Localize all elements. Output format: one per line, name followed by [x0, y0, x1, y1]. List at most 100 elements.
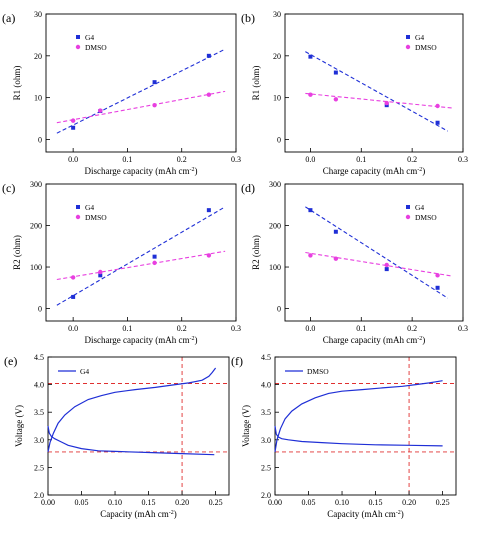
y-tick-label: 20 — [34, 52, 42, 61]
y-tick-label: 0 — [38, 305, 42, 314]
data-point-g4 — [71, 125, 76, 130]
data-point-g4 — [152, 80, 157, 85]
x-tick-label: 0.10 — [335, 498, 349, 507]
x-tick-label: 0.0 — [68, 324, 78, 333]
x-axis-label-text: Discharge capacity (mAh cm — [84, 166, 189, 176]
x-axis-label: Discharge capacity (mAh cm-2) — [84, 335, 197, 345]
plot-frame — [47, 356, 230, 496]
x-axis-label-superscript: -2 — [190, 167, 195, 173]
data-point-dmso — [70, 275, 76, 280]
plot-frame — [284, 183, 464, 322]
data-point-g4 — [308, 54, 313, 59]
y-tick-label: 100 — [269, 263, 281, 272]
x-axis-label-superscript: -2 — [190, 336, 195, 342]
x-axis-label-text: Discharge capacity (mAh cm — [84, 335, 189, 345]
x-tick-label: 0.10 — [108, 498, 122, 507]
x-axis-label: Charge capacity (mAh cm-2) — [323, 166, 426, 176]
x-axis-label-text: Capacity (mAh cm — [100, 509, 168, 519]
data-point-g4 — [152, 254, 157, 259]
data-point-dmso — [308, 253, 313, 258]
y-axis-label: R1 (ohm) — [12, 66, 22, 101]
legend-label: DMSO — [307, 367, 329, 376]
fit-line-g4 — [305, 206, 449, 299]
x-tick-label: 0.3 — [458, 155, 468, 164]
x-axis-label: Capacity (mAh cm-2) — [100, 509, 176, 519]
data-point-dmso — [384, 100, 389, 106]
panel-label: (b) — [241, 11, 255, 25]
data-point-dmso — [152, 260, 157, 266]
legend-marker-dmso — [75, 44, 81, 50]
y-tick-label: 2.5 — [34, 463, 44, 472]
legend-marker-dmso — [405, 44, 411, 50]
panel-label: (f) — [231, 354, 243, 368]
y-axis-label: Voltage (V) — [241, 405, 251, 447]
y-tick-label: 4.0 — [34, 381, 44, 390]
data-point-g4 — [333, 229, 338, 234]
y-tick-label: 0 — [277, 135, 281, 144]
panel-label: (d) — [241, 181, 255, 195]
fit-line-dmso — [56, 90, 226, 124]
plot-frame — [274, 356, 457, 496]
y-tick-label: 2.0 — [34, 491, 44, 500]
legend-label: G4 — [415, 33, 424, 42]
x-tick-label: 0.3 — [231, 324, 241, 333]
y-tick-label: 10 — [273, 94, 281, 103]
data-point-g4 — [435, 120, 440, 125]
x-axis-label-superscript: -2 — [169, 510, 174, 516]
y-tick-label: 100 — [30, 263, 42, 272]
x-tick-label: 0.00 — [268, 498, 282, 507]
x-axis-label-end: ) — [174, 509, 177, 519]
data-point-dmso — [435, 273, 440, 278]
y-tick-label: 300 — [269, 180, 281, 189]
y-tick-label: 4.5 — [34, 353, 44, 362]
x-axis-label-text: Capacity (mAh cm — [327, 509, 395, 519]
data-point-dmso — [70, 118, 76, 123]
x-tick-label: 0.2 — [177, 324, 187, 333]
x-tick-label: 0.1 — [122, 324, 132, 333]
legend-marker-dmso — [75, 214, 81, 220]
y-tick-label: 300 — [30, 180, 42, 189]
series-line-dmso — [274, 425, 443, 447]
plot-frame — [284, 13, 464, 153]
x-axis-label-end: ) — [401, 509, 404, 519]
data-point-dmso — [384, 262, 389, 268]
y-tick-label: 30 — [273, 10, 281, 19]
data-point-g4 — [435, 285, 440, 290]
x-tick-label: 0.2 — [177, 155, 187, 164]
x-axis-label: Charge capacity (mAh cm-2) — [323, 335, 426, 345]
x-axis-label-superscript: -2 — [417, 167, 422, 173]
legend-marker-g4 — [76, 205, 80, 209]
x-axis-label-superscript: -2 — [396, 510, 401, 516]
x-tick-label: 0.3 — [231, 155, 241, 164]
y-tick-label: 30 — [34, 10, 42, 19]
legend-label: DMSO — [85, 213, 107, 222]
x-tick-label: 0.2 — [407, 155, 417, 164]
legend-label: DMSO — [415, 213, 437, 222]
x-tick-label: 0.20 — [175, 498, 189, 507]
x-tick-label: 0.20 — [402, 498, 416, 507]
x-axis-label-text: Charge capacity (mAh cm — [323, 335, 418, 345]
data-point-g4 — [308, 208, 313, 213]
plot-frame — [45, 13, 237, 153]
data-point-dmso — [435, 103, 440, 109]
x-axis-label-end: ) — [422, 166, 425, 176]
x-tick-label: 0.25 — [436, 498, 450, 507]
y-tick-label: 3.5 — [261, 408, 271, 417]
x-tick-label: 0.0 — [305, 155, 315, 164]
y-tick-label: 200 — [269, 222, 281, 231]
y-axis-label: R2 (ohm) — [12, 235, 22, 270]
fit-line-dmso — [305, 92, 453, 109]
x-axis-label-text: Charge capacity (mAh cm — [323, 166, 418, 176]
data-point-dmso — [333, 256, 339, 261]
legend-label: DMSO — [85, 43, 107, 52]
data-point-dmso — [98, 269, 103, 275]
y-tick-label: 10 — [34, 94, 42, 103]
fit-line-dmso — [305, 251, 453, 277]
data-point-g4 — [206, 208, 211, 213]
x-tick-label: 0.2 — [407, 324, 417, 333]
y-tick-label: 200 — [30, 222, 42, 231]
legend-label: DMSO — [415, 43, 437, 52]
x-tick-label: 0.0 — [305, 324, 315, 333]
y-tick-label: 0 — [38, 135, 42, 144]
legend-marker-g4 — [406, 205, 410, 209]
